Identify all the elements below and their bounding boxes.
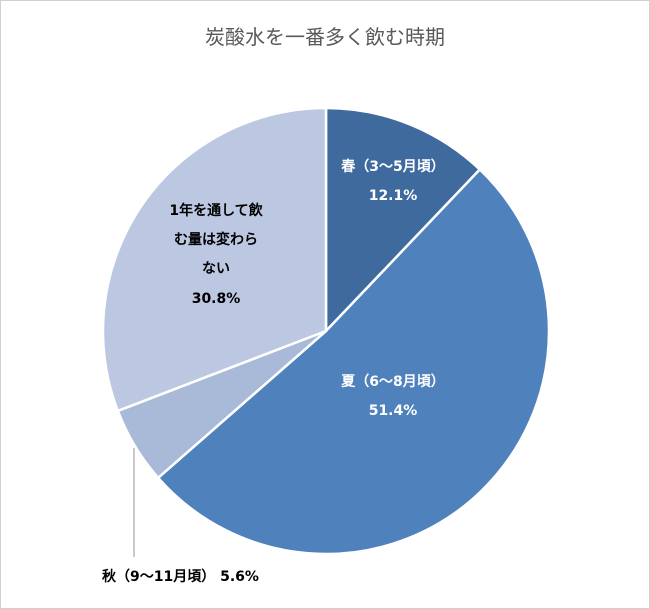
pie-slice — [101, 106, 328, 413]
pie-slice — [324, 106, 482, 335]
chart-title: 炭酸水を一番多く飲む時期 — [205, 25, 445, 49]
data-label: 51.4% — [369, 403, 418, 419]
slice-label-year-round: 1年を通して飲む量は変わらない — [169, 203, 263, 277]
data-label: 30.8% — [192, 291, 241, 307]
pie-slice — [156, 167, 551, 556]
slice-label: 秋（9～11月頃） 5.6% — [102, 568, 259, 585]
slice-label: 春（3～5月頃） — [340, 158, 444, 175]
slice-label: 夏（6～8月頃） — [341, 373, 444, 390]
data-label: 12.1% — [369, 188, 418, 204]
